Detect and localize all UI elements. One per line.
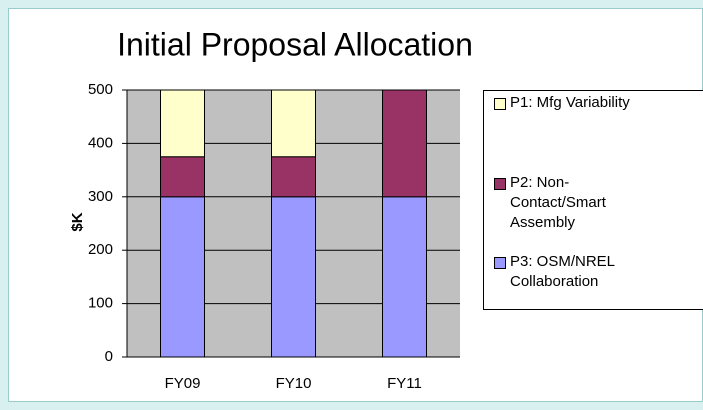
y-tick-label: 500: [88, 81, 113, 98]
legend-swatch: [494, 178, 506, 190]
legend-swatch: [494, 257, 506, 269]
y-tick-label: 400: [88, 134, 113, 151]
y-axis-label: $K: [69, 212, 86, 231]
legend-label: P2: Non-Contact/Smart Assembly: [510, 174, 606, 231]
legend-swatch: [494, 98, 506, 110]
y-tick-label: 0: [105, 348, 113, 365]
x-tick-label: FY10: [276, 375, 312, 392]
y-tick-label: 300: [88, 188, 113, 205]
chart-title: Initial Proposal Allocation: [117, 26, 473, 62]
bar-segment: [271, 89, 316, 158]
legend-entry: P1: Mfg Variability: [494, 93, 699, 113]
x-tick-label: FY11: [387, 375, 422, 392]
legend-label: P1: Mfg Variability: [510, 94, 630, 111]
bar-segment: [160, 196, 205, 358]
bar-segment: [271, 196, 316, 358]
legend-entry: P2: Non-Contact/Smart Assembly: [494, 173, 699, 233]
y-tick-label: 100: [88, 295, 113, 312]
bar-segment: [160, 89, 205, 158]
bar-segment: [382, 196, 427, 358]
legend-entry: P3: OSM/NREL Collaboration: [494, 252, 699, 292]
x-tick-label: FY09: [165, 375, 201, 392]
bar-segment: [160, 156, 205, 198]
y-tick-label: 200: [88, 241, 113, 258]
legend-label: P3: OSM/NREL Collaboration: [510, 253, 615, 290]
bar-segment: [271, 156, 316, 198]
bar-segment: [382, 89, 427, 198]
legend: P1: Mfg Variability P2: Non-Contact/Smart…: [483, 90, 703, 310]
